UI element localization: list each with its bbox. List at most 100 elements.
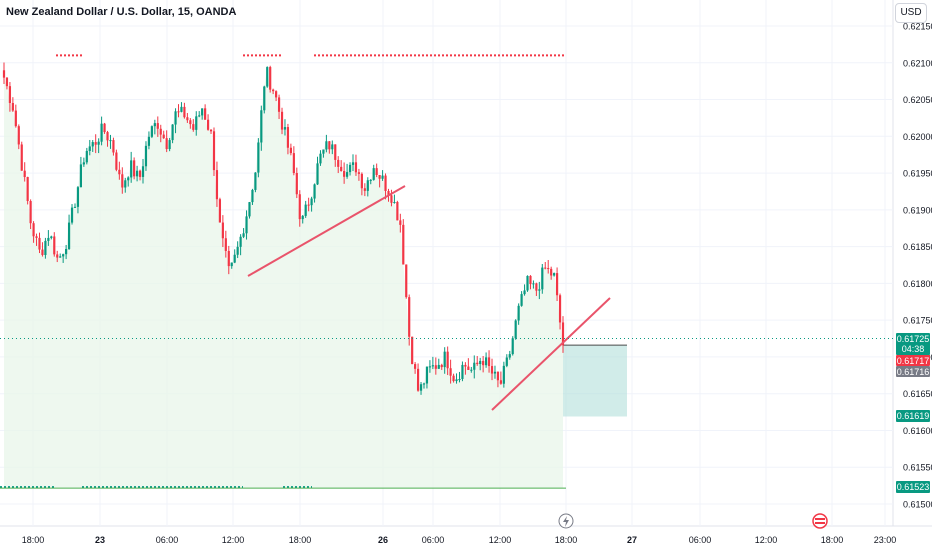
x-tick-label: 27 (627, 535, 637, 545)
candle-down (298, 194, 301, 220)
candle-down (26, 177, 29, 202)
candle-up (124, 180, 127, 188)
candle-down (189, 120, 192, 125)
candle-up (523, 290, 526, 295)
candle-down (221, 222, 224, 239)
candle-up (431, 365, 434, 367)
candle-down (384, 175, 387, 191)
candle-up (325, 141, 328, 150)
candle-down (550, 268, 553, 276)
y-tick-label: 0.61500 (903, 500, 932, 510)
candle-up (91, 142, 94, 147)
candle-up (171, 124, 174, 141)
candle-up (70, 207, 74, 223)
candle-down (41, 249, 44, 255)
candle-up (62, 254, 65, 257)
candle-down (411, 336, 414, 365)
candle-down (215, 170, 219, 200)
candle-up (257, 142, 260, 173)
candle-up (174, 111, 177, 125)
candle-down (32, 223, 35, 237)
candle-up (245, 216, 248, 234)
candle-up (425, 366, 429, 384)
candle-up (65, 248, 68, 255)
candle-down (499, 380, 502, 384)
candle-down (14, 110, 17, 127)
price-label-tag (896, 481, 930, 493)
candle-down (405, 264, 408, 298)
trendline[interactable] (491, 297, 611, 411)
candle-up (485, 357, 488, 366)
candle-down (206, 119, 210, 130)
candle-up (520, 294, 523, 306)
candle-up (502, 365, 505, 384)
candle-up (67, 222, 71, 249)
candle-up (443, 351, 446, 368)
candle-up (479, 360, 482, 365)
candle-up (168, 140, 171, 150)
candle-up (458, 378, 461, 380)
take-profit-zone[interactable] (563, 345, 627, 417)
candle-down (547, 268, 550, 270)
candle-down (390, 195, 393, 203)
x-tick-label: 06:00 (689, 535, 712, 545)
candle-up (508, 354, 511, 358)
candle-down (535, 283, 538, 291)
candle-down (156, 123, 159, 129)
candle-down (289, 147, 292, 154)
candle-up (79, 164, 82, 188)
candle-up (242, 233, 245, 237)
candle-down (402, 224, 405, 265)
candle-down (275, 91, 278, 98)
candle-down (106, 132, 109, 141)
trendline[interactable] (247, 185, 406, 277)
price-label-tag (896, 355, 930, 366)
candle-up (109, 140, 112, 142)
candle-up (428, 366, 432, 368)
candle-up (473, 362, 476, 370)
candle-up (493, 371, 497, 374)
us-flag-icon[interactable] (812, 513, 828, 529)
candle-up (526, 275, 529, 291)
candle-up (437, 364, 440, 369)
candle-down (218, 199, 222, 223)
candle-down (138, 170, 142, 177)
candle-up (369, 179, 372, 181)
candle-up (130, 160, 133, 178)
candle-up (283, 127, 287, 130)
candle-down (209, 129, 213, 132)
candle-down (446, 351, 449, 369)
candle-down (544, 267, 547, 269)
candle-down (354, 162, 358, 173)
candle-up (76, 187, 80, 207)
candle-down (440, 364, 443, 368)
price-label-text: 0.61716 (897, 367, 930, 377)
candle-down (490, 366, 494, 374)
candle-up (147, 136, 151, 146)
currency-button[interactable]: USD (895, 3, 927, 23)
candle-down (558, 295, 562, 323)
candle-up (514, 320, 517, 339)
candle-down (177, 111, 180, 113)
candle-up (263, 86, 266, 111)
candle-up (153, 123, 156, 127)
candle-down (212, 131, 216, 171)
candle-down (277, 97, 281, 112)
candle-down (23, 170, 26, 178)
lightning-icon-glyph (563, 516, 569, 527)
candle-down (467, 366, 470, 370)
candle-up (150, 126, 153, 137)
candle-down (399, 220, 402, 225)
x-tick-label: 18:00 (555, 535, 578, 545)
price-label-text: 0.61725 (897, 334, 930, 344)
candle-down (286, 127, 290, 148)
candle-up (127, 177, 130, 181)
